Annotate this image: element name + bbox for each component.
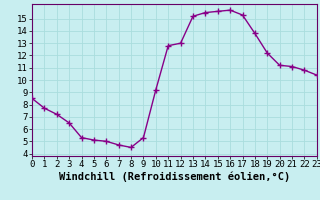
X-axis label: Windchill (Refroidissement éolien,°C): Windchill (Refroidissement éolien,°C) bbox=[59, 172, 290, 182]
